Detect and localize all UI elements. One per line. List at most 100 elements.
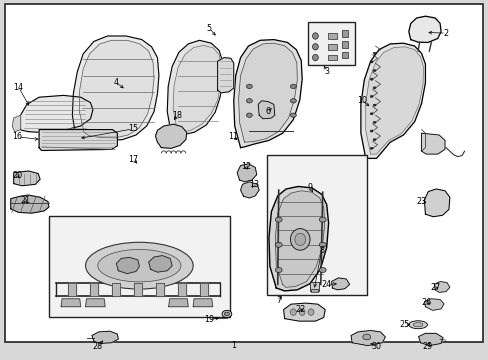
Text: 15: 15 [128, 125, 138, 134]
Text: 14: 14 [14, 83, 23, 92]
Circle shape [372, 121, 375, 123]
Ellipse shape [290, 309, 296, 315]
Polygon shape [12, 115, 20, 132]
Polygon shape [61, 299, 81, 307]
Circle shape [290, 113, 296, 117]
Circle shape [372, 69, 375, 72]
Ellipse shape [294, 233, 305, 246]
Polygon shape [79, 40, 154, 138]
Text: 7: 7 [276, 296, 281, 305]
Bar [342, 41, 347, 48]
Circle shape [372, 104, 375, 106]
Text: 1: 1 [231, 341, 236, 350]
Text: 18: 18 [172, 112, 182, 120]
Text: 19: 19 [204, 315, 214, 324]
Circle shape [369, 113, 372, 115]
Circle shape [372, 52, 375, 54]
Polygon shape [237, 164, 256, 182]
Text: 11: 11 [227, 132, 237, 141]
Polygon shape [331, 278, 349, 290]
Circle shape [369, 147, 372, 149]
Polygon shape [233, 40, 302, 148]
Polygon shape [68, 283, 76, 296]
Bar [327, 33, 337, 39]
Circle shape [222, 310, 231, 318]
Text: 26: 26 [421, 298, 430, 307]
Bar [342, 52, 347, 58]
Text: 9: 9 [307, 184, 312, 193]
Ellipse shape [312, 44, 318, 50]
Bar [310, 289, 317, 292]
Polygon shape [92, 331, 118, 343]
Ellipse shape [412, 323, 422, 327]
Polygon shape [193, 299, 212, 307]
Text: 27: 27 [429, 284, 439, 292]
Circle shape [319, 267, 325, 273]
Circle shape [372, 87, 375, 89]
Ellipse shape [299, 309, 305, 315]
Text: 21: 21 [20, 197, 30, 205]
Text: 17: 17 [128, 155, 138, 163]
Text: 12: 12 [241, 162, 250, 171]
Polygon shape [421, 133, 444, 154]
Text: 22: 22 [295, 305, 305, 314]
Text: 29: 29 [422, 342, 431, 351]
Bar [327, 44, 337, 50]
Text: 20: 20 [13, 171, 22, 180]
Polygon shape [72, 36, 159, 140]
Circle shape [224, 312, 229, 316]
Polygon shape [240, 182, 259, 198]
Polygon shape [168, 299, 188, 307]
Polygon shape [275, 191, 324, 287]
Polygon shape [112, 283, 120, 296]
Text: 16: 16 [13, 132, 22, 141]
Polygon shape [11, 195, 49, 213]
Circle shape [319, 242, 325, 247]
Text: 30: 30 [371, 342, 381, 351]
Polygon shape [283, 303, 325, 321]
Polygon shape [268, 186, 328, 291]
Polygon shape [134, 283, 142, 296]
Polygon shape [167, 40, 223, 135]
Polygon shape [200, 283, 208, 296]
Polygon shape [116, 257, 139, 274]
Bar [309, 282, 318, 291]
Ellipse shape [312, 54, 318, 61]
Text: 10: 10 [356, 96, 366, 105]
Circle shape [275, 217, 282, 222]
Polygon shape [238, 43, 297, 142]
Bar [266, 155, 366, 295]
Polygon shape [408, 16, 440, 42]
Text: 6: 6 [265, 107, 270, 116]
Polygon shape [350, 330, 385, 346]
Circle shape [246, 113, 252, 117]
Bar [327, 55, 337, 60]
Bar [307, 22, 354, 65]
Polygon shape [156, 283, 164, 296]
Text: 3: 3 [324, 67, 328, 76]
Polygon shape [148, 256, 172, 272]
Bar [342, 30, 347, 37]
Text: 13: 13 [249, 180, 259, 189]
Polygon shape [418, 333, 442, 346]
Circle shape [369, 78, 372, 80]
Circle shape [369, 130, 372, 132]
Text: 5: 5 [206, 24, 211, 33]
Polygon shape [258, 101, 274, 119]
Text: 23: 23 [416, 197, 426, 206]
Circle shape [369, 95, 372, 98]
Ellipse shape [408, 321, 427, 329]
Polygon shape [178, 283, 186, 296]
Text: 4: 4 [114, 78, 119, 87]
Polygon shape [85, 299, 105, 307]
Circle shape [362, 334, 370, 340]
Text: 24: 24 [321, 280, 331, 289]
Circle shape [290, 84, 296, 89]
Polygon shape [20, 95, 93, 132]
Ellipse shape [98, 249, 181, 282]
Polygon shape [217, 58, 233, 93]
Polygon shape [14, 171, 40, 186]
Ellipse shape [290, 229, 309, 250]
Polygon shape [424, 189, 449, 217]
Circle shape [290, 99, 296, 103]
